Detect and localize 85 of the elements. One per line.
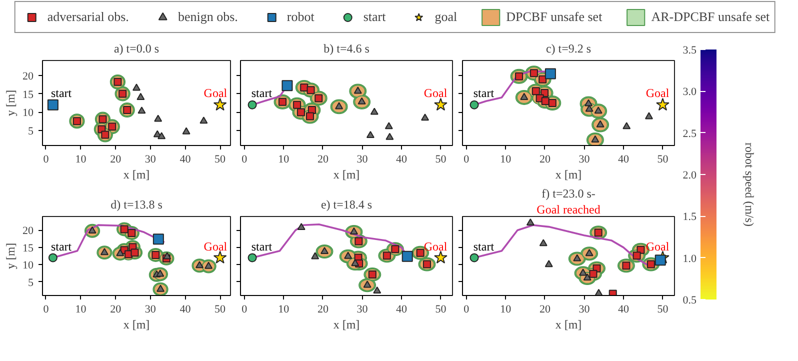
- x-tick-label: 50: [657, 154, 669, 166]
- x-tick-label: 30: [578, 304, 590, 316]
- color-bar-label: 3.0: [682, 86, 697, 98]
- x-tick-label: 40: [396, 154, 408, 166]
- chart-title: a) t=0.0 s: [114, 42, 160, 56]
- annotation: Goal: [424, 240, 448, 254]
- x-tick-label: 10: [278, 304, 290, 316]
- y-tick-label: 20: [22, 70, 34, 82]
- x-tick-label: 40: [396, 304, 408, 316]
- annotation: start: [251, 240, 273, 254]
- x-tick-label: 50: [214, 154, 226, 166]
- x-tick-label: 50: [435, 304, 447, 316]
- legend-label: robot: [286, 9, 314, 25]
- y-tick-label: 10: [22, 260, 34, 272]
- color-bar-label: 2.5: [682, 128, 697, 140]
- x-tick-label: 10: [500, 304, 512, 316]
- x-tick-label: 30: [356, 304, 368, 316]
- x-tick-label: 0: [464, 154, 470, 166]
- chart-title: f) t=23.0 s-: [542, 186, 596, 200]
- x-tick-label: 30: [144, 154, 156, 166]
- annotation: start: [473, 86, 495, 100]
- x-tick-label: 0: [43, 154, 50, 166]
- x-tick-label: 20: [317, 304, 329, 316]
- x-tick-label: 30: [578, 154, 590, 166]
- chart-title: e) t=18.4 s: [320, 198, 372, 212]
- x-axis-title: x [m]: [555, 318, 582, 332]
- y-axis-title: y [m]: [4, 90, 18, 116]
- x-tick-label: 30: [144, 304, 156, 316]
- legend-label: AR-DPCBF unsafe set: [651, 9, 770, 25]
- legend-label: adversarial obs.: [47, 9, 129, 25]
- annotation: Goal: [204, 240, 228, 254]
- x-tick-label: 50: [657, 304, 669, 316]
- x-axis-title: x [m]: [333, 318, 360, 332]
- legend-label: start: [363, 9, 386, 25]
- annotation: start: [50, 240, 72, 254]
- color-bar-label: 0.5: [682, 294, 697, 306]
- y-tick-label: 15: [22, 242, 34, 254]
- x-tick-label: 30: [356, 154, 368, 166]
- x-tick-label: 0: [464, 304, 470, 316]
- legend-label: DPCBF unsafe set: [506, 9, 602, 25]
- x-tick-label: 10: [500, 154, 512, 166]
- legend-label: benign obs.: [178, 9, 238, 25]
- x-tick-label: 0: [242, 154, 248, 166]
- annotation: Goal: [204, 86, 228, 100]
- x-tick-label: 20: [539, 154, 551, 166]
- color-bar-label: 1.0: [682, 252, 697, 265]
- x-tick-label: 0: [43, 304, 50, 316]
- x-tick-label: 40: [180, 304, 192, 316]
- legend-label: goal: [434, 9, 458, 25]
- x-tick-label: 10: [75, 154, 87, 166]
- chart-subtitle: Goal reached: [536, 202, 600, 216]
- chart-title: b) t=4.6 s: [324, 42, 370, 56]
- color-bar-title: robot speed (m/s): [742, 142, 756, 226]
- x-tick-label: 20: [110, 304, 122, 316]
- x-tick-label: 10: [278, 154, 290, 166]
- annotation: start: [50, 86, 72, 100]
- x-axis-title: x [m]: [123, 168, 150, 182]
- color-bar-label: 1.5: [682, 211, 697, 224]
- x-axis-title: x [m]: [333, 168, 360, 182]
- y-tick-label: 5: [28, 126, 34, 138]
- chart-title: c) t=9.2 s: [546, 42, 592, 56]
- annotation: start: [473, 240, 495, 254]
- chart-title: d) t=13.8 s: [110, 198, 163, 212]
- y-tick-label: 20: [22, 225, 34, 238]
- x-tick-label: 40: [618, 304, 630, 316]
- x-tick-label: 20: [317, 154, 329, 166]
- x-tick-label: 50: [435, 154, 447, 166]
- y-axis-title: y [m]: [4, 242, 18, 270]
- y-tick-label: 10: [22, 107, 34, 120]
- color-bar-label: 2.0: [682, 170, 697, 182]
- x-tick-label: 20: [539, 304, 551, 316]
- annotation: Goal: [424, 86, 448, 100]
- x-tick-label: 40: [618, 154, 630, 166]
- color-bar-label: 3.5: [682, 44, 697, 56]
- x-axis-title: x [m]: [555, 168, 582, 182]
- x-axis-title: x [m]: [123, 318, 150, 332]
- annotation: start: [251, 86, 273, 100]
- y-tick-label: 15: [22, 88, 34, 101]
- x-tick-label: 50: [214, 304, 226, 316]
- x-tick-label: 0: [242, 304, 248, 316]
- annotation: Goal: [646, 86, 670, 100]
- y-tick-label: 5: [28, 276, 34, 289]
- x-tick-label: 20: [110, 154, 122, 166]
- x-tick-label: 10: [75, 304, 87, 316]
- x-tick-label: 40: [180, 154, 192, 166]
